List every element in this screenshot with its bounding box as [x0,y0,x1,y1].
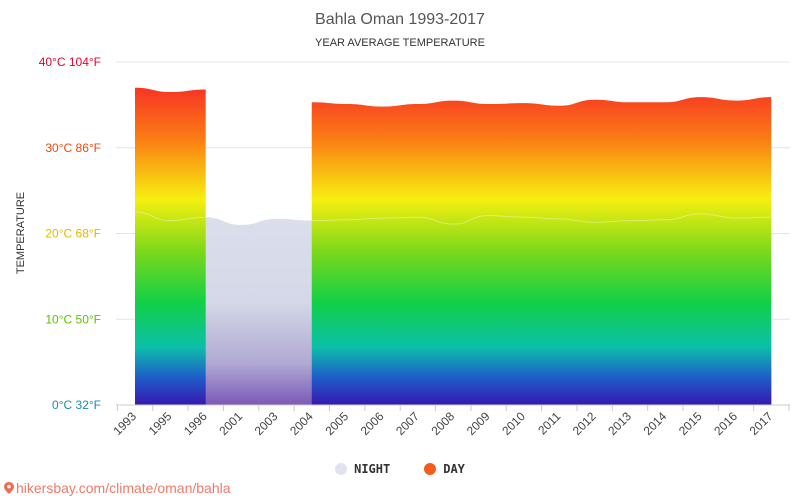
x-tick-label: 2011 [535,409,563,437]
x-tick-label: 2010 [499,409,528,438]
legend-marker-night [335,463,348,475]
x-tick-label: 2017 [747,409,776,438]
watermark[interactable]: hikersbay.com/climate/oman/bahla [4,480,231,496]
x-tick-label: 2001 [216,409,245,438]
x-tick-label: 2016 [711,409,740,438]
x-tick-label: 2007 [393,409,422,438]
x-tick-label: 1995 [146,409,175,438]
x-tick-label: 2005 [322,409,351,438]
x-tick-label: 2012 [570,409,599,438]
legend: NIGHT DAY [0,462,800,476]
x-tick-label: 2003 [252,409,281,438]
night-line [311,213,772,225]
y-tick-label: 10°C 50°F [45,312,101,326]
y-axis-title: TEMPERATURE [15,192,27,274]
watermark-text: hikersbay.com/climate/oman/bahla [16,480,231,496]
x-tick-label: 2015 [676,409,705,438]
y-tick-label: 20°C 68°F [45,227,101,241]
x-tick-label: 2006 [358,409,387,438]
y-tick-label: 0°C 32°F [52,398,101,412]
x-tick-label: 2013 [605,409,634,438]
x-tick-label: 1993 [110,409,139,438]
x-tick-label: 2009 [464,409,493,438]
legend-marker-day [424,463,437,475]
chart-title: Bahla Oman 1993-2017 [315,11,485,28]
day-area [311,97,772,405]
y-tick-label: 40°C 104°F [39,55,101,69]
x-tick-label: 2004 [287,409,316,438]
location-pin-icon [4,482,14,494]
x-tick-label: 2008 [428,409,457,438]
chart-subtitle: YEAR AVERAGE TEMPERATURE [315,37,485,49]
y-tick-label: 30°C 86°F [45,141,101,155]
legend-item-night[interactable]: NIGHT [335,462,390,476]
x-axis-ticks: 1993 1995 1996 2001 2003 2004 2005 2006 2007 2008… [110,405,790,438]
legend-item-day[interactable]: DAY [424,462,465,476]
day-series [134,87,772,405]
legend-label-night: NIGHT [354,462,391,476]
x-tick-label: 1996 [181,409,210,438]
y-axis-ticks: 0°C 32°F 10°C 50°F 20°C 68°F 30°C 86°F 40°C … [39,55,101,412]
x-tick-label: 2014 [641,409,670,438]
legend-label-day: DAY [443,462,465,476]
day-area [135,87,206,405]
night-line [134,211,206,222]
